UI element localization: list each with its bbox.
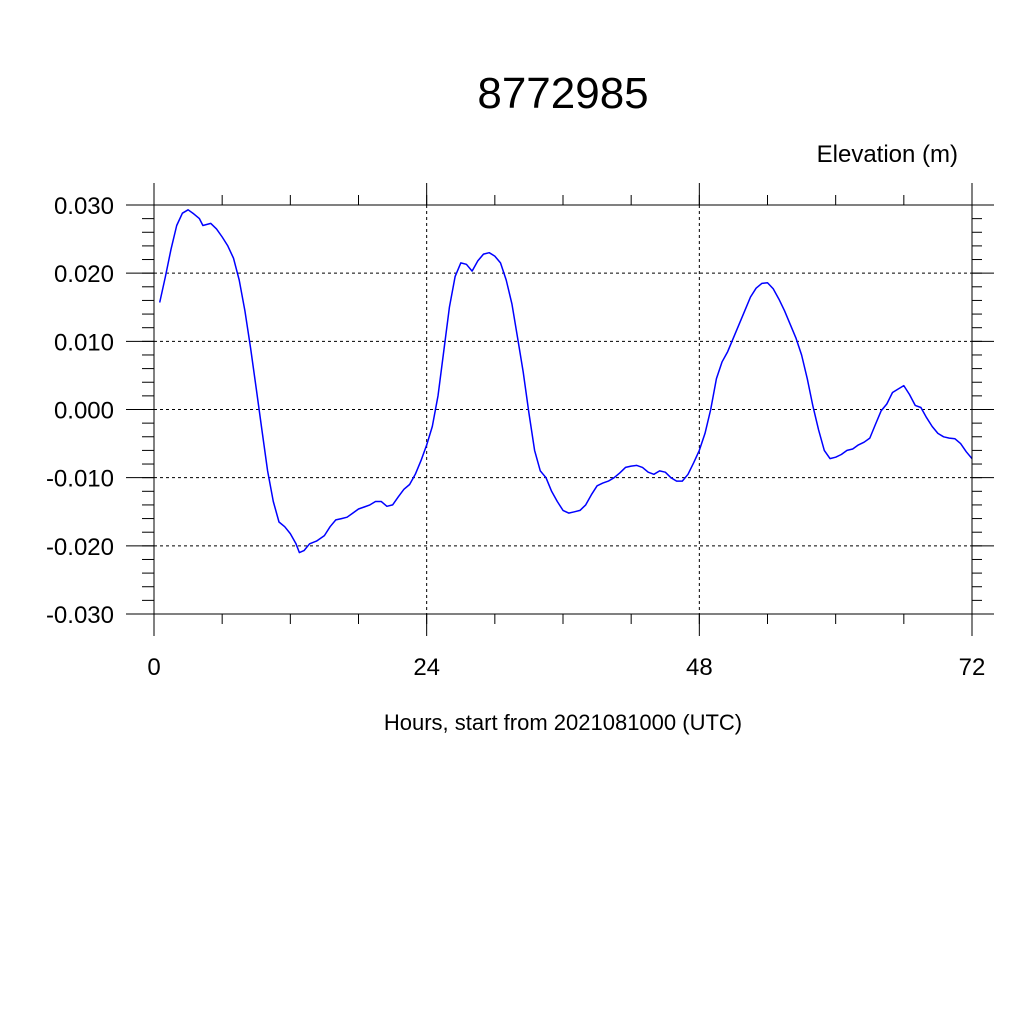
grid-lines	[154, 204, 972, 615]
x-tick-label: 24	[413, 654, 440, 681]
x-axis-label: Hours, start from 2021081000 (UTC)	[384, 710, 742, 735]
y-tick-label: -0.020	[46, 534, 114, 561]
x-tick-label: 48	[686, 654, 713, 681]
series-layer	[158, 209, 973, 554]
series-line	[158, 209, 973, 554]
y-tick-label: 0.000	[54, 398, 114, 425]
y-tick-label: 0.030	[54, 193, 114, 220]
x-tick-label: 72	[959, 654, 986, 681]
y-tick-label: 0.010	[54, 329, 114, 356]
tick-labels: -0.030 -0.020 -0.010 0.000 0.010 0.020 0.030 0 2…	[46, 193, 985, 681]
x-tick-label: 0	[147, 654, 160, 681]
chart-title: 8772985	[477, 69, 648, 118]
axis-ticks	[126, 183, 994, 636]
y-tick-label: -0.030	[46, 602, 114, 629]
y-axis-label: Elevation (m)	[817, 141, 958, 168]
y-tick-label: -0.010	[46, 466, 114, 493]
plot-frame	[153, 204, 973, 615]
y-tick-label: 0.020	[54, 261, 114, 288]
